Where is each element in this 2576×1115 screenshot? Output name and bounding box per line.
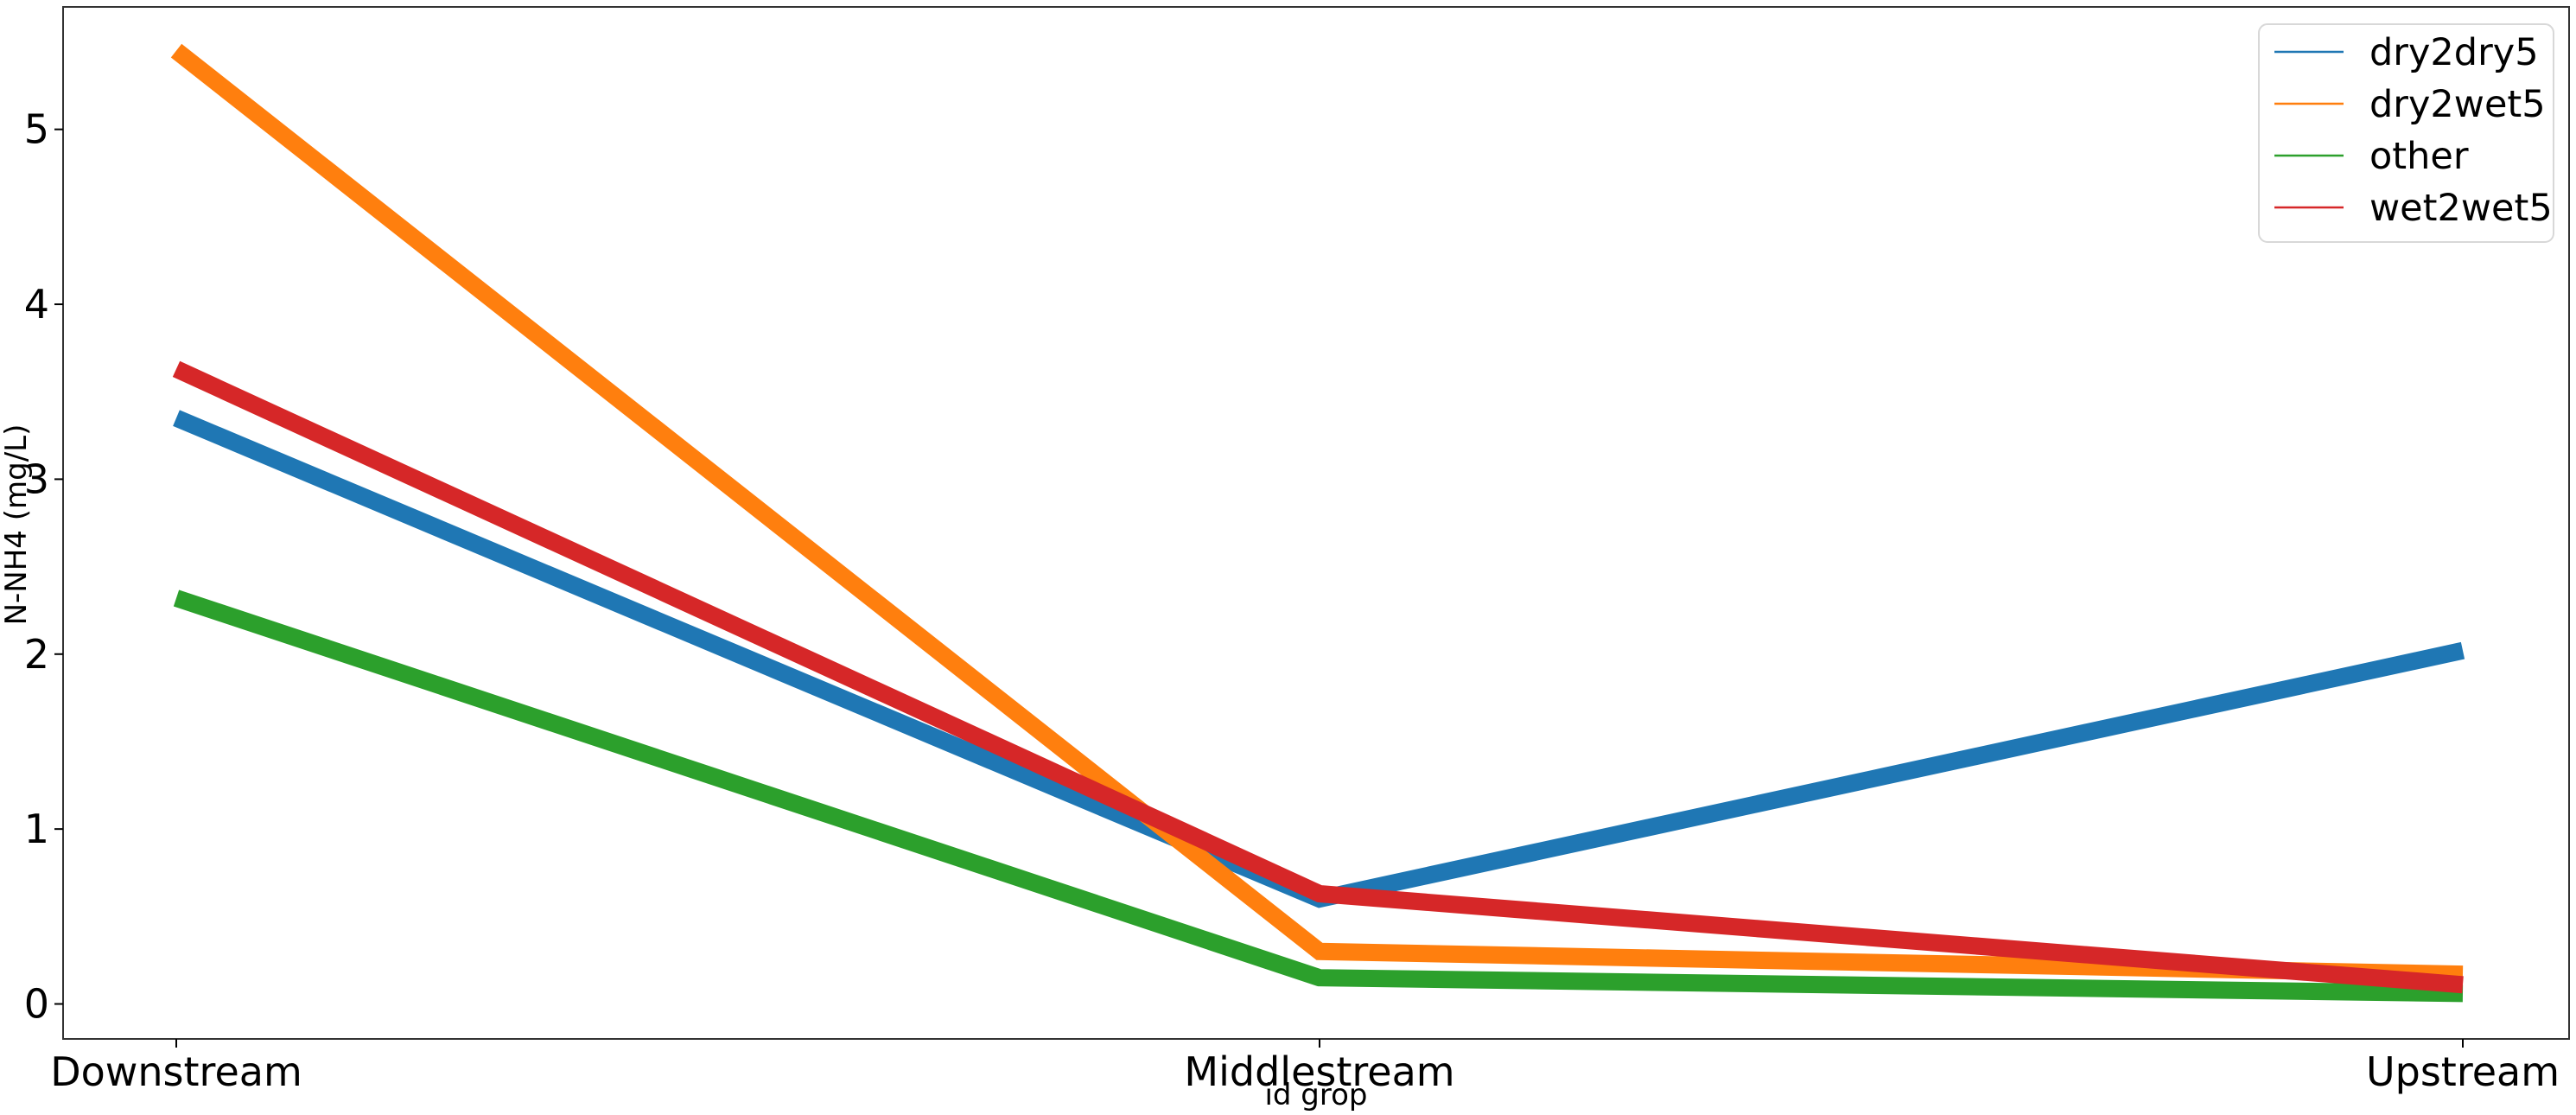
legend-box (2258, 23, 2554, 243)
legend-label-wet2wet5: wet2wet5 (2369, 187, 2553, 230)
legend-label-other: other (2369, 135, 2469, 178)
y-axis-label: N-NH4 (mg/L) (0, 424, 34, 626)
y-tick-label: 1 (24, 806, 49, 852)
x-tick-label: Upstream (2366, 1048, 2560, 1095)
y-axis-ticks: 0 1 2 3 4 5 (24, 106, 63, 1028)
legend-label-dry2dry5: dry2dry5 (2369, 31, 2539, 74)
legend: dry2dry5 dry2wet5 other wet2wet5 (2258, 23, 2554, 243)
y-tick-label: 0 (24, 981, 49, 1028)
x-axis-ticks: Downstream Middlestream Upstream (50, 1039, 2560, 1095)
plot-area (62, 6, 2570, 1040)
x-tick-label: Middlestream (1184, 1048, 1454, 1095)
y-tick-label: 3 (24, 456, 49, 502)
series-line-dry2wet5 (170, 43, 2464, 984)
series-layer (170, 43, 2465, 1003)
x-tick-label: Downstream (50, 1048, 302, 1095)
series-line-other (173, 589, 2464, 1003)
legend-label-dry2wet5: dry2wet5 (2369, 83, 2546, 126)
y-tick-label: 4 (24, 281, 49, 328)
series-line-wet2wet5 (172, 360, 2464, 994)
y-tick-label: 5 (24, 106, 49, 153)
y-tick-label: 2 (24, 631, 49, 678)
x-axis-label: id grop (1264, 1078, 1367, 1112)
